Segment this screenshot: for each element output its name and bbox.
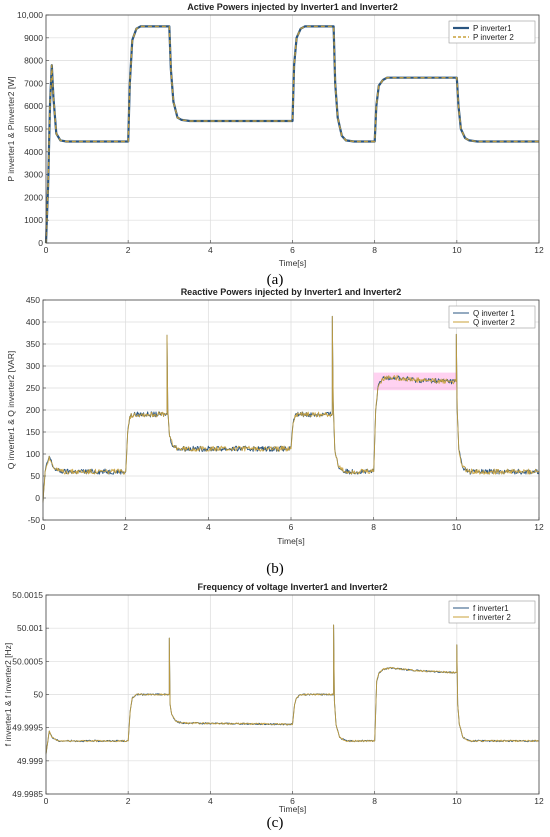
y-tick-label: 400 [26, 317, 40, 327]
y-axis-label: P inverter1 & Pinverter2 [W] [6, 76, 16, 181]
legend-box [448, 600, 536, 624]
y-tick-label: 10,000 [17, 10, 43, 20]
frequency-chart: 0 2 4 6 8 10 12 49.9985 49.999 49.9995 50 50.0005 50… [3, 582, 544, 814]
active-power-chart: 0 2 4 6 8 10 12 0 1000 2000 3000 4000 5000 6000 7000 80… [6, 2, 544, 268]
y-axis-label: Q inverter1 & Q inverter2 [VAR] [6, 351, 16, 469]
x-axis-label: Time[s] [279, 804, 307, 814]
x-axis-label: Time[s] [277, 536, 305, 546]
y-tick-label: 49.9995 [12, 723, 43, 733]
y-tick-label: 8000 [24, 56, 43, 66]
y-tick-label: 250 [26, 383, 40, 393]
y-tick-label: 1000 [24, 215, 43, 225]
y-tick-label: 350 [26, 339, 40, 349]
legend-entry: f inverter 2 [473, 613, 511, 622]
panel-label-a: (a) [266, 272, 284, 288]
y-tick-label: 49.999 [17, 756, 43, 766]
x-tick-label: 8 [371, 522, 376, 532]
x-tick-label: 12 [534, 522, 544, 532]
x-tick-label: 10 [452, 245, 462, 255]
x-tick-label: 4 [208, 245, 213, 255]
y-tick-label: 50 [34, 690, 44, 700]
x-tick-label: 6 [289, 522, 294, 532]
y-tick-label: 0 [38, 238, 43, 248]
x-tick-label: 0 [41, 522, 46, 532]
y-tick-label: 0 [35, 493, 40, 503]
chart-panel-b: 0 2 4 6 8 10 12 -50 0 50 100 150 200 250 300 350 400 450 R… [0, 286, 550, 558]
x-tick-label: 8 [372, 796, 377, 806]
x-tick-label: 12 [534, 796, 544, 806]
y-tick-label: 4000 [24, 147, 43, 157]
chart-panel-c: 0 2 4 6 8 10 12 49.9985 49.999 49.9995 50 50.0005 50… [0, 580, 550, 818]
y-tick-label: -50 [28, 515, 41, 525]
x-tick-label: 4 [208, 796, 213, 806]
x-tick-label: 6 [290, 245, 295, 255]
panel-label-b: (b) [266, 561, 284, 577]
x-tick-label: 0 [44, 245, 49, 255]
y-tick-label: 150 [26, 427, 40, 437]
plot-frame [45, 594, 540, 795]
y-tick-label: 5000 [24, 124, 43, 134]
x-tick-label: 2 [126, 796, 131, 806]
legend-box [448, 305, 536, 329]
legend-entry: P inverter 2 [473, 33, 514, 42]
x-tick-label: 6 [290, 796, 295, 806]
x-tick-label: 12 [534, 245, 544, 255]
y-tick-label: 3000 [24, 170, 43, 180]
y-tick-label: 50.001 [17, 623, 43, 633]
y-tick-label: 2000 [24, 192, 43, 202]
y-tick-label: 7000 [24, 78, 43, 88]
x-tick-label: 0 [44, 796, 49, 806]
x-axis-label: Time[s] [279, 258, 307, 268]
chart-title: Active Powers injected by Inverter1 and … [187, 2, 398, 12]
y-tick-label: 450 [26, 295, 40, 305]
y-tick-label: 50 [31, 471, 41, 481]
legend-box [448, 20, 536, 44]
x-tick-label: 8 [372, 245, 377, 255]
y-tick-label: 100 [26, 449, 40, 459]
y-tick-label: 200 [26, 405, 40, 415]
series-line-2 [45, 624, 539, 755]
y-tick-label: 9000 [24, 33, 43, 43]
chart-title: Reactive Powers injected by Inverter1 an… [181, 287, 402, 297]
panel-label-c: (c) [266, 815, 284, 831]
series-line-2 [42, 315, 540, 503]
x-tick-label: 10 [452, 796, 462, 806]
legend-entry: f inverter1 [473, 604, 509, 613]
chart-title: Frequency of voltage Inverter1 and Inver… [197, 582, 387, 592]
x-tick-label: 4 [206, 522, 211, 532]
series-line-1 [44, 25, 539, 244]
legend-entry: P inverter1 [473, 24, 512, 33]
plot-frame [45, 14, 540, 244]
y-tick-label: 300 [26, 361, 40, 371]
legend-entry: Q inverter 2 [473, 318, 515, 327]
x-tick-label: 2 [126, 245, 131, 255]
y-axis-label: f inverter1 & f inverter2 [Hz] [3, 643, 13, 746]
y-tick-label: 6000 [24, 101, 43, 111]
y-tick-label: 50.0015 [12, 590, 43, 600]
legend-entry: Q inverter 1 [473, 309, 515, 318]
x-tick-label: 10 [452, 522, 462, 532]
x-tick-label: 2 [123, 522, 128, 532]
y-tick-label: 49.9985 [12, 789, 43, 799]
plot-frame [42, 299, 540, 521]
y-tick-label: 50.0005 [12, 656, 43, 666]
reactive-power-chart: 0 2 4 6 8 10 12-50050100150200250300350400450R… [6, 287, 544, 546]
chart-panel-a: 0 2 4 6 8 10 12 0 1000 2000 3000 4000 5000 6000 7000 80… [0, 0, 550, 270]
